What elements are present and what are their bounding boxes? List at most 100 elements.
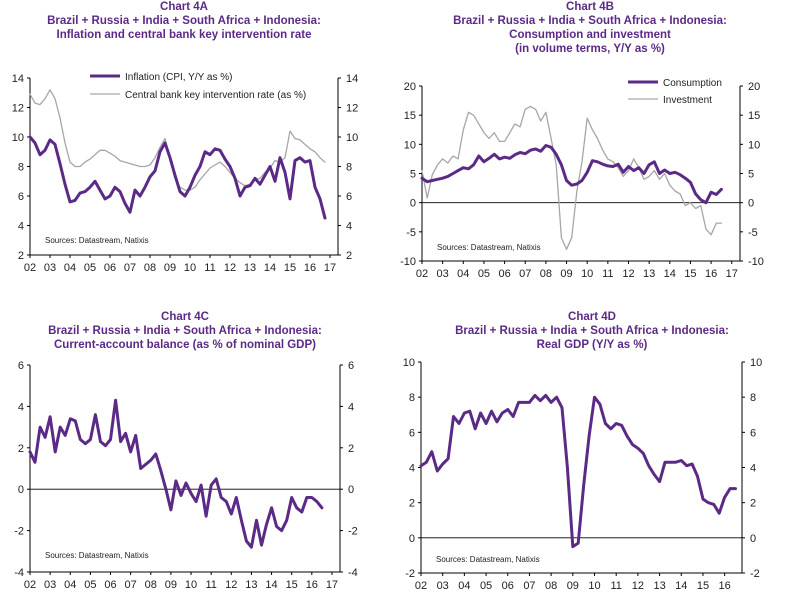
chart-title-line: Brazil + Russia + India + South Africa +… <box>47 15 321 27</box>
y-tick-label-right: 10 <box>750 357 762 369</box>
y-tick-label-left: 4 <box>18 401 24 413</box>
x-tick-label: 05 <box>480 580 492 592</box>
y-tick-label-left: 8 <box>18 162 24 174</box>
y-tick-label-right: 6 <box>346 191 352 203</box>
x-tick-label: 05 <box>478 268 490 280</box>
y-tick-label-right: 5 <box>748 169 754 181</box>
x-tick-label: 15 <box>284 262 296 274</box>
y-tick-label-left: 2 <box>18 443 24 455</box>
y-tick-label-right: 8 <box>346 162 352 174</box>
x-tick-label: 12 <box>225 579 237 591</box>
legend-label: Investment <box>663 95 712 106</box>
x-tick-label: 13 <box>245 579 257 591</box>
x-tick-label: 02 <box>24 579 36 591</box>
x-tick-label: 08 <box>145 579 157 591</box>
x-tick-label: 06 <box>498 268 510 280</box>
y-tick-label-left: 4 <box>409 463 415 475</box>
x-tick-label: 08 <box>540 268 552 280</box>
x-tick-label: 15 <box>286 579 298 591</box>
y-tick-label-right: 15 <box>748 110 760 122</box>
x-tick-label: 10 <box>581 268 593 280</box>
y-tick-label-left: -2 <box>14 526 24 538</box>
y-tick-label-left: 20 <box>404 81 416 93</box>
y-tick-label-left: 15 <box>404 110 416 122</box>
y-tick-label-right: 20 <box>748 81 760 93</box>
y-tick-label-left: 10 <box>404 139 416 151</box>
x-tick-label: 12 <box>632 580 644 592</box>
y-tick-label-right: 6 <box>348 360 354 372</box>
series-line-0 <box>28 398 324 549</box>
x-tick-label: 10 <box>184 262 196 274</box>
chart-title-line: Inflation and central bank key intervent… <box>57 29 312 41</box>
y-tick-label-left: 10 <box>403 357 415 369</box>
series-line-0 <box>419 393 737 549</box>
chart-title-line: Chart 4C <box>161 311 209 323</box>
y-tick-label-left: 8 <box>409 392 415 404</box>
y-tick-label-left: 4 <box>18 221 24 233</box>
y-tick-label-right: -2 <box>348 526 358 538</box>
x-tick-label: 11 <box>610 580 621 592</box>
x-tick-label: 08 <box>144 262 156 274</box>
y-tick-label-right: 0 <box>750 533 756 545</box>
x-tick-label: 07 <box>519 268 531 280</box>
x-tick-label: 06 <box>502 580 514 592</box>
y-tick-label-left: 10 <box>12 132 24 144</box>
chart-b: Chart 4B Brazil + Russia + India + South … <box>400 1 764 280</box>
x-tick-label: 16 <box>306 579 318 591</box>
x-tick-label: 04 <box>458 580 470 592</box>
x-tick-label: 09 <box>567 580 579 592</box>
x-tick-label: 04 <box>64 262 76 274</box>
y-tick-label-right: 12 <box>346 103 358 115</box>
y-tick-label-left: 6 <box>18 360 24 372</box>
x-tick-label: 12 <box>224 262 236 274</box>
y-tick-label-right: 4 <box>348 401 354 413</box>
x-tick-label: 13 <box>643 268 655 280</box>
chart-title-line: Brazil + Russia + India + South Africa +… <box>48 325 322 337</box>
y-tick-label-left: 0 <box>18 484 24 496</box>
y-tick-label-left: 0 <box>409 533 415 545</box>
legend-label: Consumption <box>663 78 722 89</box>
x-tick-label: 13 <box>653 580 665 592</box>
x-tick-label: 07 <box>124 262 136 274</box>
series-line-1 <box>29 89 326 191</box>
chart-title-line: Real GDP (Y/Y as %) <box>537 339 648 351</box>
x-tick-label: 08 <box>545 580 557 592</box>
x-tick-label: 02 <box>416 268 428 280</box>
y-tick-label-left: 12 <box>12 103 24 115</box>
x-tick-label: 13 <box>244 262 256 274</box>
x-tick-label: 04 <box>457 268 469 280</box>
x-tick-label: 06 <box>104 262 116 274</box>
x-tick-label: 14 <box>675 580 687 592</box>
x-tick-label: 03 <box>437 580 449 592</box>
x-tick-label: 07 <box>125 579 137 591</box>
legend-label: Inflation (CPI, Y/Y as %) <box>125 72 232 83</box>
y-tick-label-left: -2 <box>405 568 415 580</box>
y-tick-label-right: -4 <box>348 567 358 579</box>
x-tick-label: 02 <box>415 580 427 592</box>
sources-note: Sources: Datastream, Natixis <box>437 243 541 252</box>
y-tick-label-left: 6 <box>18 191 24 203</box>
x-tick-label: 11 <box>204 262 215 274</box>
x-tick-label: 10 <box>185 579 197 591</box>
chart-title-line: Chart 4B <box>566 1 614 13</box>
x-tick-label: 16 <box>719 580 731 592</box>
y-tick-label-right: 4 <box>346 221 352 233</box>
sources-note: Sources: Datastream, Natixis <box>45 236 149 245</box>
x-tick-label: 02 <box>24 262 36 274</box>
y-tick-label-right: -5 <box>748 227 758 239</box>
x-tick-label: 15 <box>697 580 709 592</box>
y-tick-label-right: 2 <box>348 443 354 455</box>
x-tick-label: 03 <box>44 262 56 274</box>
y-tick-label-left: -5 <box>406 227 416 239</box>
chart-title-line: Chart 4A <box>160 1 208 13</box>
y-tick-label-right: 10 <box>748 139 760 151</box>
y-tick-label-right: 2 <box>346 250 352 262</box>
y-tick-label-left: 0 <box>410 198 416 210</box>
chart-title-line: Brazil + Russia + India + South Africa +… <box>453 15 727 27</box>
y-tick-label-right: 10 <box>346 132 358 144</box>
x-tick-label: 17 <box>324 262 336 274</box>
x-tick-label: 14 <box>265 579 277 591</box>
x-tick-label: 14 <box>264 262 276 274</box>
chart-title-line: Brazil + Russia + India + South Africa +… <box>455 325 729 337</box>
y-tick-label-right: 0 <box>348 484 354 496</box>
